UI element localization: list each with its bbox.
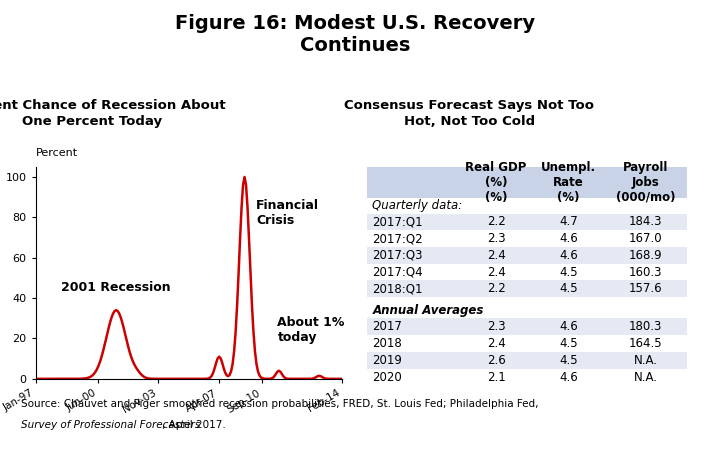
- Text: 2017:Q1: 2017:Q1: [373, 216, 423, 228]
- Bar: [604, 264, 687, 281]
- Text: 2017:Q2: 2017:Q2: [373, 232, 423, 245]
- Text: N.A.: N.A.: [634, 371, 658, 383]
- Bar: [604, 318, 687, 335]
- Text: 2.6: 2.6: [486, 354, 506, 367]
- Text: Payroll
Jobs
(000/mo): Payroll Jobs (000/mo): [616, 161, 675, 204]
- Bar: [533, 264, 604, 281]
- Text: 4.5: 4.5: [559, 337, 578, 350]
- Text: 160.3: 160.3: [629, 266, 663, 279]
- Text: 2.4: 2.4: [486, 337, 506, 350]
- Text: 180.3: 180.3: [629, 320, 663, 333]
- Text: 2017:Q4: 2017:Q4: [373, 266, 423, 279]
- Text: 2.2: 2.2: [486, 216, 506, 228]
- Bar: [368, 167, 460, 198]
- Bar: [460, 335, 533, 352]
- Text: 2017:Q3: 2017:Q3: [373, 249, 423, 262]
- Bar: [460, 368, 533, 386]
- Text: 2019: 2019: [373, 354, 402, 367]
- Bar: [460, 213, 533, 230]
- Text: Survey of Professional Forecasters: Survey of Professional Forecasters: [21, 420, 201, 430]
- Bar: [604, 230, 687, 247]
- Bar: [533, 318, 604, 335]
- Bar: [604, 281, 687, 297]
- Bar: [368, 352, 460, 368]
- Bar: [533, 281, 604, 297]
- Text: 184.3: 184.3: [629, 216, 663, 228]
- Bar: [533, 352, 604, 368]
- Bar: [604, 167, 687, 198]
- Bar: [460, 247, 533, 264]
- Bar: [533, 230, 604, 247]
- Text: 168.9: 168.9: [629, 249, 663, 262]
- Bar: [533, 213, 604, 230]
- Bar: [368, 368, 460, 386]
- Bar: [604, 368, 687, 386]
- Bar: [368, 264, 460, 281]
- Text: 167.0: 167.0: [629, 232, 663, 245]
- Bar: [533, 167, 604, 198]
- Text: 2018: 2018: [373, 337, 402, 350]
- Text: N.A.: N.A.: [634, 354, 658, 367]
- Text: 2.3: 2.3: [487, 232, 506, 245]
- Bar: [460, 281, 533, 297]
- Bar: [368, 247, 460, 264]
- Text: 4.6: 4.6: [559, 371, 578, 383]
- Text: Consensus Forecast Says Not Too
Hot, Not Too Cold: Consensus Forecast Says Not Too Hot, Not…: [344, 99, 594, 128]
- Text: Percent: Percent: [36, 148, 77, 158]
- Text: 4.5: 4.5: [559, 354, 578, 367]
- Text: 2.1: 2.1: [486, 371, 506, 383]
- Bar: [368, 335, 460, 352]
- Bar: [604, 213, 687, 230]
- Bar: [533, 368, 604, 386]
- Text: Annual Averages: Annual Averages: [373, 304, 483, 317]
- Text: 4.5: 4.5: [559, 282, 578, 295]
- Text: 2.2: 2.2: [486, 282, 506, 295]
- Bar: [368, 230, 460, 247]
- Text: 4.6: 4.6: [559, 232, 578, 245]
- Text: , April 2017.: , April 2017.: [162, 420, 226, 430]
- Text: 4.5: 4.5: [559, 266, 578, 279]
- Text: 164.5: 164.5: [629, 337, 663, 350]
- Text: 4.7: 4.7: [559, 216, 578, 228]
- Bar: [460, 352, 533, 368]
- Bar: [368, 213, 460, 230]
- Bar: [460, 230, 533, 247]
- Text: 2018:Q1: 2018:Q1: [373, 282, 423, 295]
- Text: Unempl.
Rate
(%): Unempl. Rate (%): [541, 161, 596, 204]
- Text: 2017: 2017: [373, 320, 402, 333]
- Bar: [460, 318, 533, 335]
- Text: Percent Chance of Recession About
One Percent Today: Percent Chance of Recession About One Pe…: [0, 99, 225, 128]
- Text: Source: Chauvet and Piger smoothed recession probabilities, FRED, St. Louis Fed;: Source: Chauvet and Piger smoothed reces…: [21, 399, 539, 409]
- Text: 4.6: 4.6: [559, 320, 578, 333]
- Text: Real GDP
(%)
(%): Real GDP (%) (%): [465, 161, 527, 204]
- Text: 2001 Recession: 2001 Recession: [61, 281, 171, 294]
- Bar: [460, 167, 533, 198]
- Bar: [533, 335, 604, 352]
- Text: 2.4: 2.4: [486, 266, 506, 279]
- Text: About 1%
today: About 1% today: [277, 317, 345, 345]
- Text: Quarterly data:: Quarterly data:: [373, 199, 463, 212]
- Text: 2020: 2020: [373, 371, 402, 383]
- Bar: [604, 247, 687, 264]
- Text: 2.4: 2.4: [486, 249, 506, 262]
- Bar: [460, 264, 533, 281]
- Bar: [368, 281, 460, 297]
- Text: 4.6: 4.6: [559, 249, 578, 262]
- Text: Financial
Crisis: Financial Crisis: [256, 199, 319, 227]
- Bar: [368, 318, 460, 335]
- Bar: [604, 352, 687, 368]
- Bar: [533, 247, 604, 264]
- Text: 2.3: 2.3: [487, 320, 506, 333]
- Text: 157.6: 157.6: [629, 282, 663, 295]
- Bar: [368, 198, 687, 213]
- Bar: [368, 303, 687, 318]
- Bar: [604, 335, 687, 352]
- Text: Figure 16: Modest U.S. Recovery
Continues: Figure 16: Modest U.S. Recovery Continue…: [176, 14, 535, 55]
